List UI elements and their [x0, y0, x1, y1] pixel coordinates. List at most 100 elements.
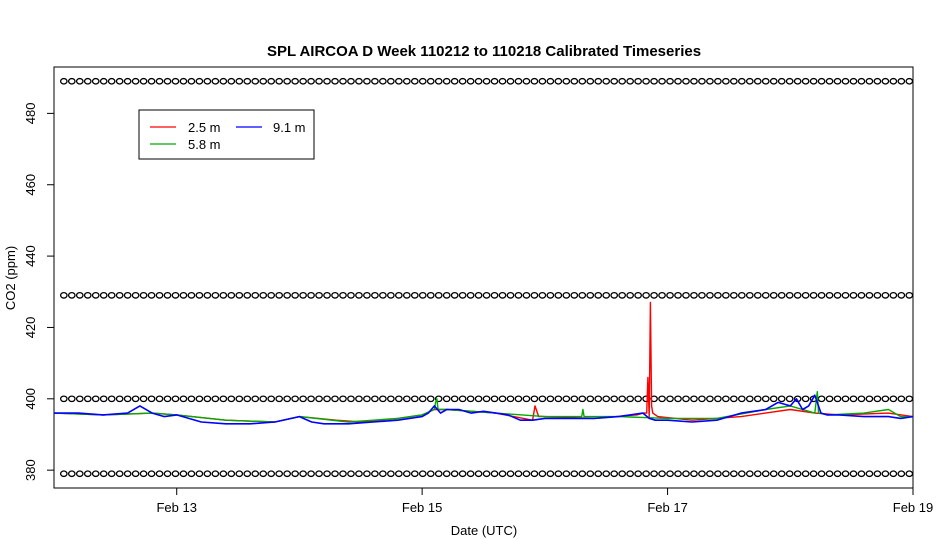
calibration-marker: [777, 291, 786, 299]
calibration-marker: [682, 470, 690, 478]
calibration-marker: [881, 395, 890, 403]
calibration-marker: [307, 291, 315, 299]
calibration-marker: [722, 77, 730, 85]
calibration-marker: [658, 470, 666, 478]
calibration-marker: [634, 291, 642, 299]
calibration-marker: [706, 291, 714, 299]
calibration-marker: [147, 77, 156, 85]
calibration-marker: [91, 77, 100, 85]
calibration-marker: [299, 77, 307, 85]
calibration-marker: [546, 470, 555, 478]
calibration-marker: [363, 470, 371, 478]
calibration-marker: [474, 291, 483, 299]
calibration-marker: [881, 470, 890, 478]
calibration-marker: [275, 470, 284, 478]
calibration-marker: [674, 291, 682, 299]
calibration-marker: [315, 77, 323, 85]
calibration-marker: [147, 395, 156, 403]
calibration-marker: [466, 77, 475, 85]
calibration-marker: [490, 291, 499, 299]
calibration-marker: [387, 395, 395, 403]
calibration-marker: [75, 395, 84, 403]
calibration-marker: [91, 291, 100, 299]
calibration-marker: [586, 291, 595, 299]
calibration-marker: [307, 395, 315, 403]
calibration-marker: [379, 470, 387, 478]
calibration-marker: [434, 291, 443, 299]
calibration-marker: [626, 77, 634, 85]
calibration-marker: [315, 291, 323, 299]
calibration-marker: [490, 470, 499, 478]
calibration-marker: [211, 291, 220, 299]
calibration-marker: [658, 395, 666, 403]
calibration-marker: [139, 77, 148, 85]
calibration-marker: [363, 291, 371, 299]
calibration-marker: [865, 291, 874, 299]
calibration-marker: [179, 291, 188, 299]
calibration-marker: [442, 395, 451, 403]
calibration-marker: [578, 77, 587, 85]
calibration-marker: [753, 470, 762, 478]
calibration-marker: [155, 77, 164, 85]
calibration-marker: [259, 291, 268, 299]
calibration-marker: [849, 470, 858, 478]
calibration-marker: [722, 395, 730, 403]
calibration-marker: [466, 395, 475, 403]
calibration-marker: [67, 395, 76, 403]
legend-label-2-5m: 2.5 m: [188, 120, 221, 135]
calibration-marker: [737, 395, 746, 403]
calibration-marker: [171, 470, 180, 478]
calibration-marker: [554, 470, 563, 478]
calibration-marker: [554, 395, 563, 403]
calibration-marker: [538, 470, 547, 478]
calibration-marker: [219, 395, 228, 403]
calibration-marker: [618, 77, 627, 85]
calibration-marker: [323, 395, 331, 403]
calibration-marker: [355, 291, 363, 299]
series-line-9-1-m: [54, 394, 914, 425]
calibration-marker: [331, 291, 339, 299]
calibration-marker: [251, 291, 260, 299]
calibration-marker: [147, 291, 156, 299]
calibration-marker: [139, 395, 148, 403]
calibration-marker: [729, 470, 738, 478]
calibration-marker: [347, 395, 355, 403]
calibration-marker: [339, 395, 347, 403]
calibration-marker: [211, 77, 220, 85]
calibration-marker: [498, 395, 507, 403]
calibration-marker: [355, 77, 363, 85]
calibration-marker: [897, 395, 906, 403]
calibration-marker: [147, 470, 156, 478]
calibration-marker: [291, 291, 299, 299]
calibration-marker: [410, 291, 419, 299]
calibration-marker: [418, 77, 427, 85]
calibration-marker: [450, 470, 459, 478]
calibration-marker: [801, 470, 810, 478]
calibration-marker: [714, 395, 722, 403]
calibration-marker: [203, 395, 212, 403]
calibration-marker: [267, 470, 276, 478]
calibration-marker: [793, 77, 802, 85]
calibration-marker: [642, 77, 650, 85]
calibration-marker: [195, 77, 204, 85]
calibration-marker: [387, 291, 395, 299]
calibration-marker: [602, 291, 611, 299]
calibration-marker: [219, 291, 228, 299]
calibration-marker: [793, 291, 802, 299]
calibration-marker: [83, 77, 92, 85]
calibration-marker: [873, 291, 882, 299]
calibration-marker: [729, 291, 738, 299]
calibration-marker: [482, 470, 491, 478]
calibration-marker: [881, 77, 890, 85]
calibration-marker: [530, 470, 539, 478]
calibration-marker: [833, 395, 842, 403]
calibration-marker: [187, 395, 196, 403]
calibration-marker: [841, 470, 850, 478]
calibration-marker: [259, 395, 268, 403]
calibration-marker: [474, 470, 483, 478]
calibration-marker: [442, 470, 451, 478]
calibration-marker: [115, 470, 124, 478]
calibration-marker: [873, 470, 882, 478]
calibration-marker: [833, 77, 842, 85]
calibration-marker: [562, 77, 571, 85]
